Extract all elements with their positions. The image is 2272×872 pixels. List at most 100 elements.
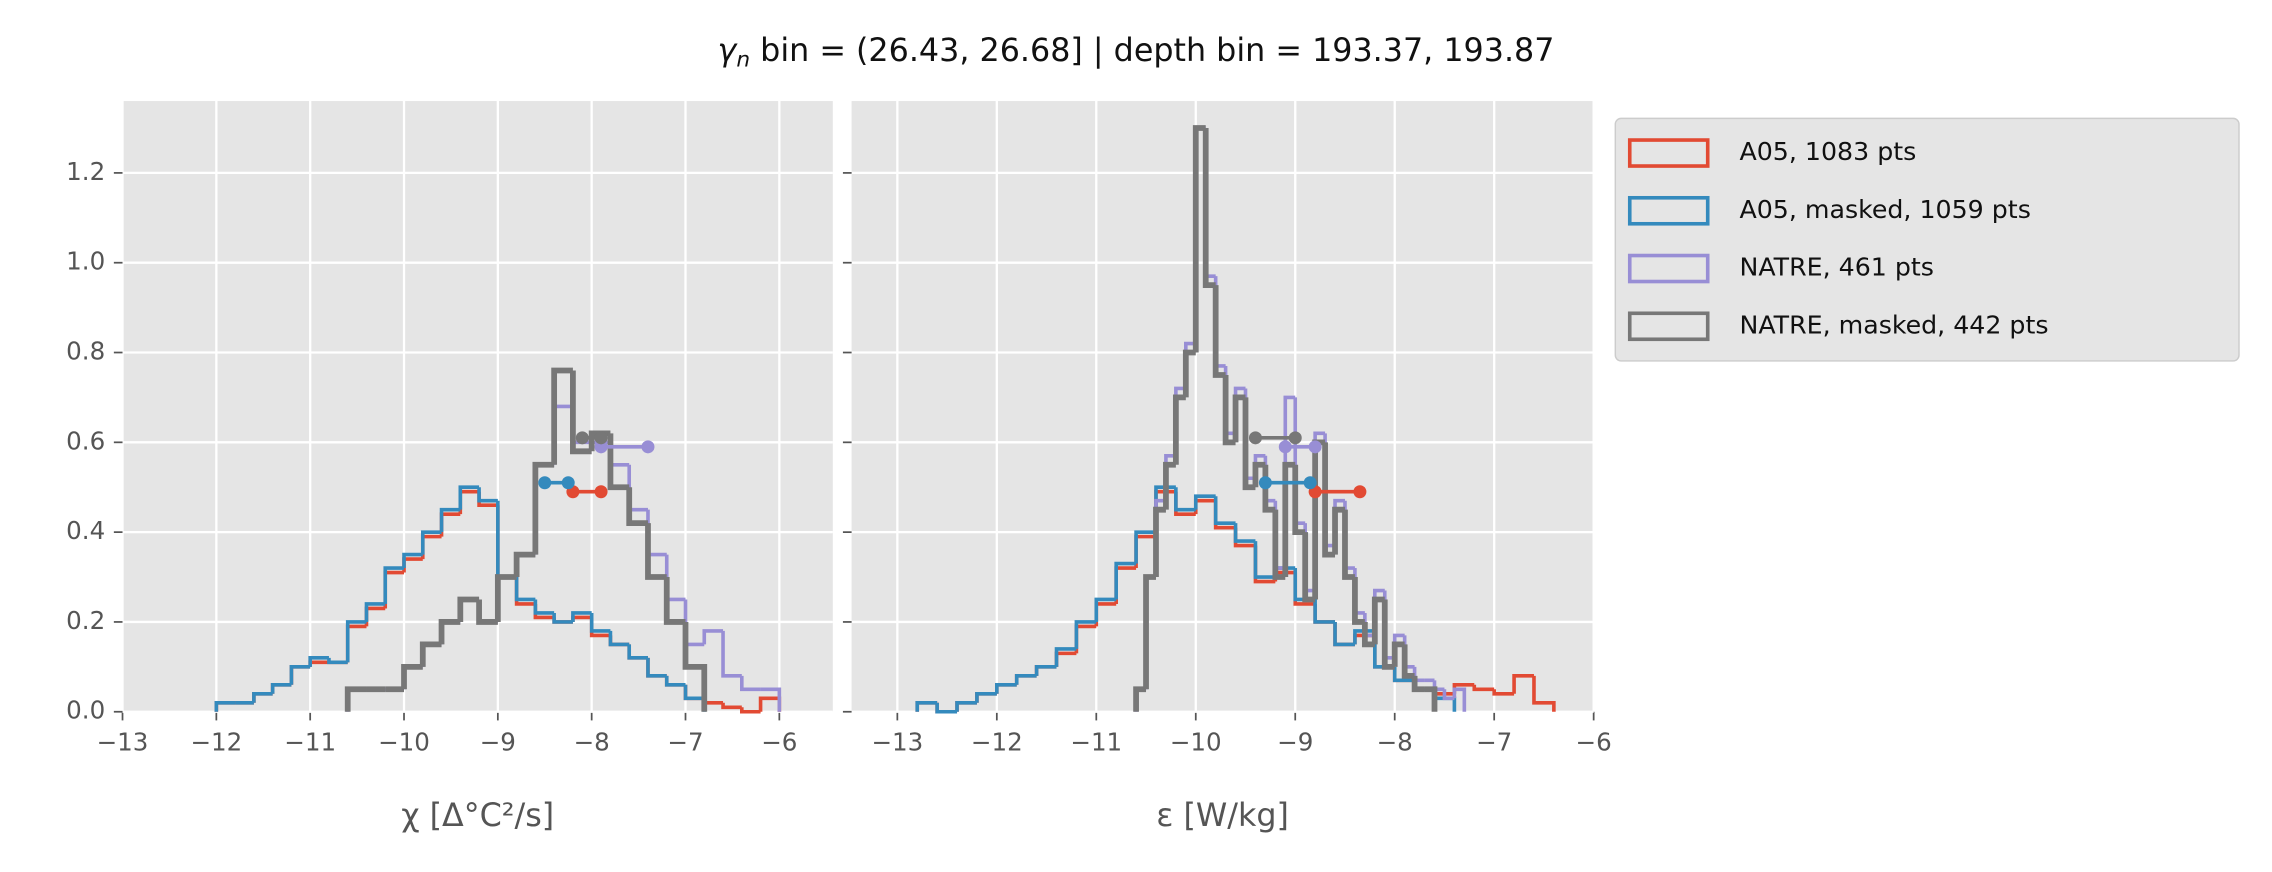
legend-box — [1614, 117, 2240, 362]
histogram-step — [383, 566, 405, 604]
histogram-step — [457, 596, 480, 622]
histogram-step — [1134, 530, 1156, 564]
histogram-step — [1401, 644, 1415, 679]
histogram-step — [571, 611, 592, 622]
histogram-step — [401, 663, 423, 690]
x-tick-label: −8 — [1377, 728, 1413, 757]
histogram-step — [1424, 686, 1438, 712]
histogram-step — [214, 700, 236, 712]
histogram-step — [1233, 523, 1256, 543]
histogram-step — [1282, 461, 1296, 578]
histogram-step — [664, 675, 686, 687]
histogram-step — [551, 367, 573, 465]
legend-label: A05, masked, 1059 pts — [1739, 195, 2030, 224]
histogram-step — [760, 687, 782, 712]
y-tick-label: 0.6 — [66, 426, 105, 455]
y-tick-label: 1.2 — [66, 157, 105, 186]
histogram-step — [1232, 394, 1246, 443]
x-tick-label: −12 — [971, 728, 1023, 757]
histogram-step — [721, 630, 742, 678]
title-symbol: γ — [718, 33, 739, 69]
histogram-step — [955, 700, 977, 712]
histogram-step — [364, 602, 386, 622]
histogram-step — [608, 630, 630, 647]
histogram-step — [514, 577, 536, 602]
range-dot — [561, 476, 575, 490]
range-dot — [594, 440, 608, 454]
histogram-step — [345, 620, 367, 663]
range-dot — [1303, 476, 1317, 490]
histogram-step — [1172, 394, 1186, 465]
histogram-step — [1411, 675, 1425, 693]
histogram-step — [1182, 349, 1196, 398]
histogram-step — [438, 619, 461, 645]
histogram-step — [477, 487, 498, 503]
x-tick-label: −7 — [667, 728, 703, 757]
histogram-step — [1391, 641, 1405, 667]
histogram-step — [1333, 621, 1355, 647]
histogram-step — [1133, 686, 1147, 712]
histogram-step — [589, 612, 611, 633]
x-tick-label: −13 — [871, 728, 923, 757]
histogram-step — [1442, 689, 1455, 701]
histogram-step — [458, 485, 480, 510]
legend-label: NATRE, masked, 442 pts — [1739, 310, 2048, 339]
histogram-step — [1342, 509, 1355, 580]
histogram-step — [1532, 675, 1556, 712]
x-tick-label: −11 — [284, 728, 336, 757]
histogram-step — [1292, 464, 1306, 536]
histogram-step — [1322, 442, 1336, 558]
legend-swatch — [1627, 253, 1710, 284]
histogram-step — [1492, 689, 1515, 696]
histogram-step — [327, 657, 348, 665]
x-tick-label: −12 — [190, 728, 242, 757]
y-tick-label: 1.0 — [66, 247, 105, 276]
histogram-step — [308, 656, 329, 667]
y-tick-label: 0.2 — [66, 606, 105, 635]
histogram-step — [1371, 596, 1385, 645]
histogram-step — [1143, 574, 1156, 690]
histogram-step — [1272, 509, 1286, 580]
title-text: bin = (26.43, 26.68] | depth bin = 193.3… — [750, 33, 1554, 69]
histogram-step — [1332, 506, 1345, 555]
histogram-step — [533, 599, 555, 615]
x-tick-label: −9 — [1277, 728, 1313, 757]
histogram-step — [513, 551, 536, 578]
histogram-step — [1212, 285, 1226, 378]
range-dot — [1278, 440, 1292, 454]
x-tick-label: −8 — [574, 728, 610, 757]
histogram-step — [975, 691, 997, 703]
histogram-step — [1014, 674, 1037, 685]
histogram-step — [1153, 506, 1166, 578]
histogram-step — [721, 702, 742, 710]
histogram-step — [1094, 597, 1117, 622]
y-tick-label: 0.0 — [66, 696, 105, 725]
range-dot — [641, 440, 655, 454]
histogram-step — [476, 599, 498, 625]
histogram-step — [663, 577, 686, 625]
legend-label: A05, 1083 pts — [1739, 137, 1916, 166]
histogram-step — [739, 675, 761, 692]
x-axis-label: ε [W/kg] — [1156, 798, 1289, 834]
histogram-step — [344, 686, 367, 712]
histogram-step — [1252, 461, 1266, 488]
plot-background — [851, 101, 1594, 712]
x-tick-label: −6 — [1576, 728, 1612, 757]
x-tick-label: −11 — [1070, 728, 1122, 757]
panel: −13 −12 −11 −10 −9 −8 −7 −6 ε [W/kg] — [842, 101, 1612, 834]
histogram-step — [682, 621, 708, 712]
histogram-step — [1352, 577, 1365, 625]
histogram-step — [702, 629, 724, 645]
histogram-step — [1381, 599, 1395, 670]
histogram-step — [1472, 684, 1495, 692]
histogram-step — [1361, 621, 1375, 648]
histogram-step — [627, 644, 648, 660]
histogram-step — [1192, 125, 1206, 353]
histogram-step — [1452, 687, 1467, 712]
x-tick-label: −6 — [761, 728, 797, 757]
x-tick-label: −10 — [378, 728, 430, 757]
histogram-step — [1054, 647, 1077, 667]
legend-swatch — [1627, 138, 1710, 168]
histogram-step — [1302, 532, 1316, 603]
range-dot — [594, 485, 608, 499]
